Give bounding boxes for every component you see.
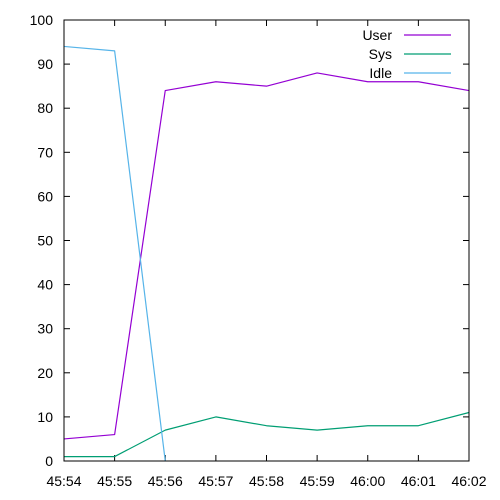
y-tick-label: 80 <box>37 100 53 116</box>
x-tick-label: 45:56 <box>148 473 183 489</box>
series-line-user <box>64 73 469 439</box>
y-axis: 0 10 20 30 40 50 60 70 80 90 100 <box>30 12 469 469</box>
legend: User Sys Idle <box>362 27 451 81</box>
y-tick-label: 90 <box>37 56 53 72</box>
legend-label-user: User <box>362 27 392 43</box>
y-tick-label: 40 <box>37 277 53 293</box>
x-axis: 45:54 45:55 45:56 45:57 45:58 45:59 46:00 46:01… <box>46 20 486 489</box>
legend-label-sys: Sys <box>369 46 392 62</box>
series-lines <box>64 46 469 461</box>
y-tick-label: 60 <box>37 188 53 204</box>
series-line-idle <box>64 46 165 461</box>
x-tick-label: 45:58 <box>249 473 284 489</box>
x-tick-label: 46:02 <box>451 473 486 489</box>
x-tick-label: 46:00 <box>350 473 385 489</box>
legend-label-idle: Idle <box>369 65 392 81</box>
x-tick-label: 45:57 <box>198 473 233 489</box>
y-tick-label: 70 <box>37 144 53 160</box>
x-tick-label: 45:55 <box>97 473 132 489</box>
x-tick-label: 45:54 <box>46 473 81 489</box>
y-tick-label: 30 <box>37 321 53 337</box>
y-tick-label: 100 <box>30 12 54 28</box>
y-tick-label: 50 <box>37 233 53 249</box>
y-tick-label: 20 <box>37 365 53 381</box>
y-tick-label: 0 <box>45 453 53 469</box>
y-tick-label: 10 <box>37 409 53 425</box>
x-tick-label: 46:01 <box>401 473 436 489</box>
x-tick-label: 45:59 <box>300 473 335 489</box>
series-line-sys <box>64 412 469 456</box>
